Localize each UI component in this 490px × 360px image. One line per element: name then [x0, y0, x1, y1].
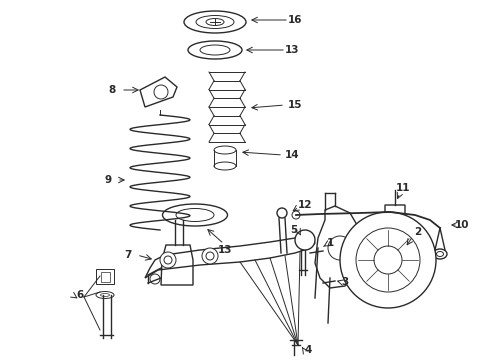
Text: 5: 5: [291, 225, 297, 235]
Ellipse shape: [437, 252, 443, 257]
Circle shape: [356, 228, 420, 292]
Ellipse shape: [200, 45, 230, 55]
Text: 1: 1: [326, 238, 334, 248]
Circle shape: [202, 248, 218, 264]
Text: 4: 4: [304, 345, 312, 355]
Text: 8: 8: [108, 85, 116, 95]
Ellipse shape: [214, 146, 236, 154]
Ellipse shape: [433, 249, 447, 259]
Text: 7: 7: [124, 250, 132, 260]
Circle shape: [206, 252, 214, 260]
Text: 2: 2: [415, 227, 421, 237]
Ellipse shape: [100, 293, 109, 297]
Text: 12: 12: [298, 200, 312, 210]
Ellipse shape: [196, 15, 234, 28]
Text: 3: 3: [342, 277, 348, 287]
Ellipse shape: [206, 18, 224, 26]
Circle shape: [292, 211, 300, 219]
Ellipse shape: [163, 204, 227, 226]
Text: 9: 9: [104, 175, 112, 185]
Circle shape: [328, 236, 352, 260]
Ellipse shape: [184, 11, 246, 33]
Circle shape: [164, 256, 172, 264]
Ellipse shape: [176, 208, 214, 221]
Ellipse shape: [96, 292, 114, 298]
Ellipse shape: [188, 41, 242, 59]
Circle shape: [150, 274, 160, 284]
Ellipse shape: [214, 162, 236, 170]
Circle shape: [340, 212, 436, 308]
Text: 13: 13: [218, 245, 232, 255]
Text: 11: 11: [396, 183, 410, 193]
Circle shape: [160, 252, 176, 268]
Text: 16: 16: [288, 15, 302, 25]
Text: 10: 10: [455, 220, 469, 230]
Text: 13: 13: [285, 45, 299, 55]
Text: 14: 14: [285, 150, 299, 160]
Circle shape: [154, 85, 168, 99]
Circle shape: [277, 208, 287, 218]
Text: 6: 6: [76, 290, 84, 300]
Circle shape: [374, 246, 402, 274]
Text: 15: 15: [288, 100, 302, 110]
Circle shape: [295, 230, 315, 250]
